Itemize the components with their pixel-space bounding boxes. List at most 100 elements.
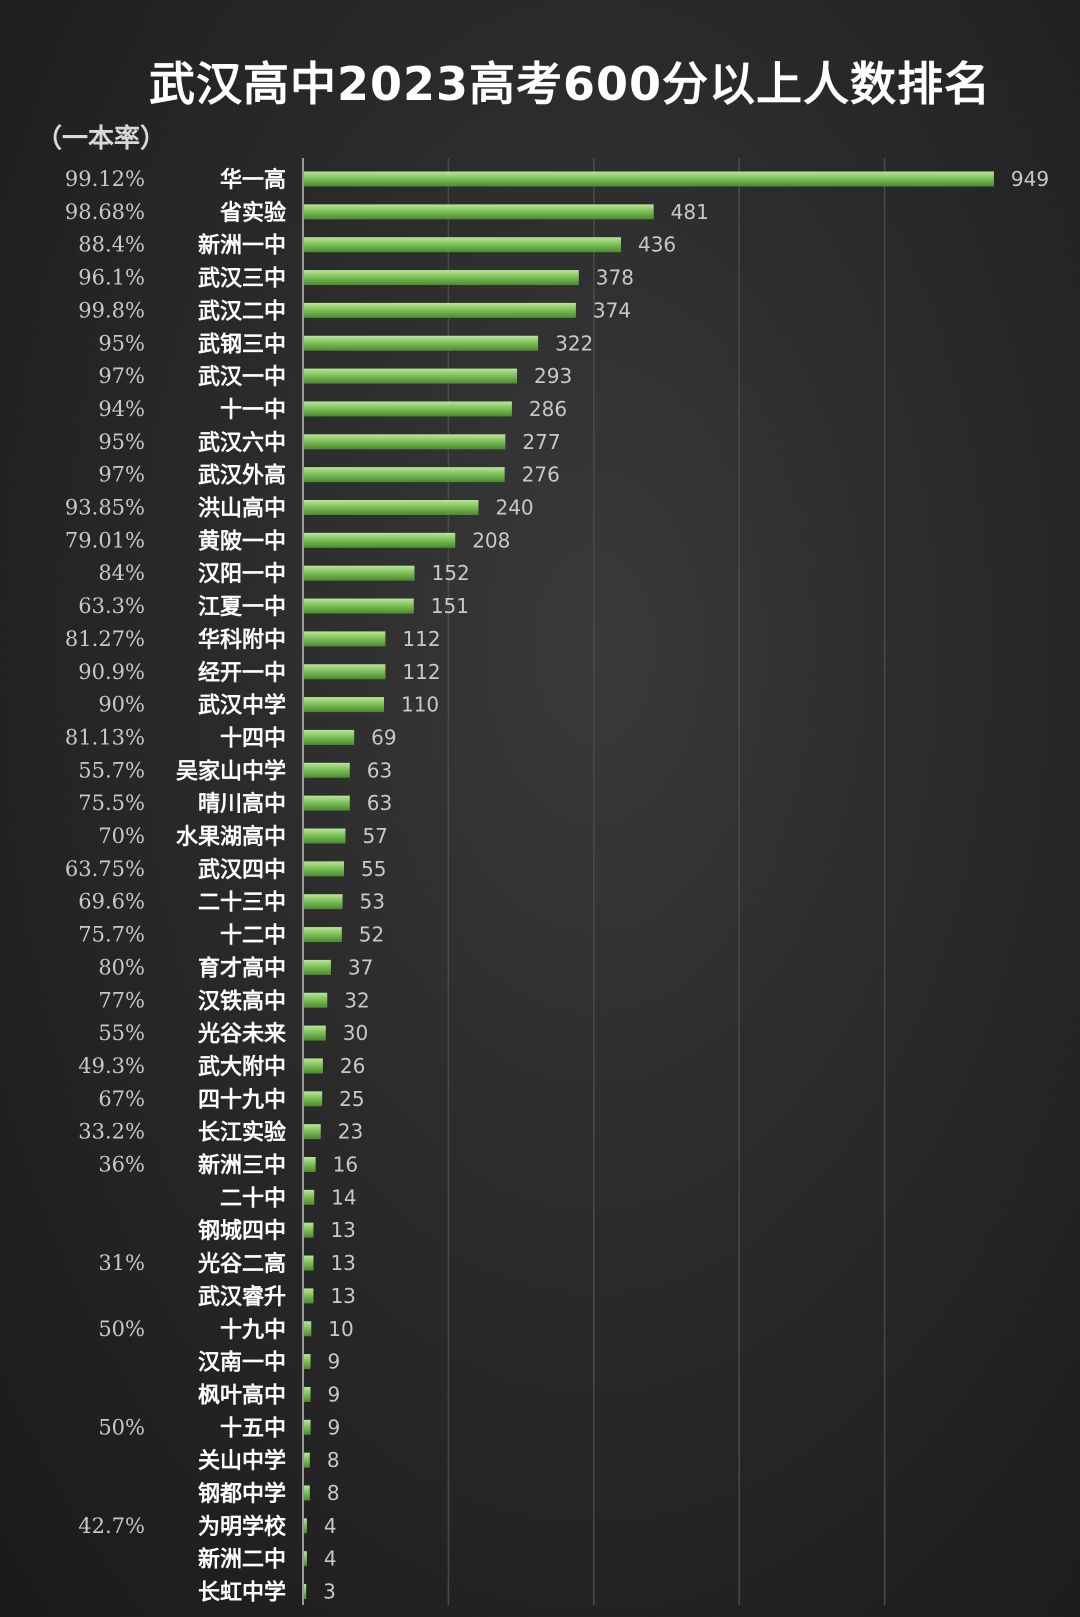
rate-label: 97% bbox=[98, 364, 145, 388]
rate-label: 97% bbox=[98, 463, 145, 487]
category-label: 汉阳一中 bbox=[198, 562, 286, 587]
bar bbox=[304, 795, 350, 811]
bar bbox=[304, 1025, 326, 1041]
bar bbox=[304, 1518, 307, 1534]
category-label: 武大附中 bbox=[198, 1054, 286, 1080]
value-label: 4 bbox=[324, 1514, 337, 1538]
rate-label: 69.6% bbox=[78, 890, 145, 914]
value-label: 112 bbox=[402, 627, 440, 651]
value-label: 13 bbox=[330, 1284, 355, 1308]
bar bbox=[304, 401, 512, 417]
rate-label: 81.13% bbox=[65, 725, 145, 749]
bar bbox=[304, 992, 328, 1008]
value-label: 26 bbox=[340, 1054, 365, 1078]
bar bbox=[304, 1551, 307, 1567]
bar bbox=[304, 894, 343, 910]
value-label: 53 bbox=[360, 890, 385, 914]
value-label: 112 bbox=[402, 660, 440, 684]
rate-label: 49.3% bbox=[78, 1054, 145, 1078]
category-label: 十一中 bbox=[220, 398, 286, 423]
rate-label: 50% bbox=[98, 1317, 145, 1341]
rate-label: 80% bbox=[98, 955, 145, 979]
value-label: 57 bbox=[362, 824, 387, 848]
rate-label: 55% bbox=[98, 1021, 145, 1045]
bar bbox=[304, 1189, 315, 1205]
category-label: 钢城四中 bbox=[198, 1218, 286, 1244]
rate-label: 88.4% bbox=[78, 233, 145, 257]
bar bbox=[304, 1058, 323, 1074]
rate-label: 31% bbox=[98, 1251, 145, 1275]
bar bbox=[304, 434, 506, 450]
chart-title: 武汉高中2023高考600分以上人数排名 bbox=[148, 57, 992, 111]
value-label: 63 bbox=[367, 791, 392, 815]
category-label: 长虹中学 bbox=[198, 1580, 286, 1606]
value-label: 10 bbox=[328, 1317, 353, 1341]
bar bbox=[304, 532, 456, 548]
category-label: 二十三中 bbox=[198, 891, 286, 916]
category-label: 省实验 bbox=[219, 200, 286, 226]
value-label: 276 bbox=[522, 463, 560, 487]
rate-label: 96.1% bbox=[78, 266, 145, 290]
bar bbox=[304, 204, 654, 220]
bar bbox=[304, 1452, 310, 1468]
bar bbox=[304, 270, 579, 286]
value-label: 378 bbox=[596, 266, 634, 290]
value-label: 52 bbox=[359, 923, 384, 947]
category-label: 武汉睿升 bbox=[198, 1285, 286, 1310]
category-label: 武汉二中 bbox=[198, 299, 286, 324]
value-label: 152 bbox=[432, 561, 470, 585]
bar bbox=[304, 861, 344, 877]
value-label: 3 bbox=[323, 1580, 336, 1604]
value-label: 37 bbox=[348, 955, 373, 979]
category-label: 新洲一中 bbox=[198, 233, 286, 259]
value-label: 374 bbox=[593, 298, 631, 322]
category-label: 汉铁高中 bbox=[198, 988, 286, 1014]
bar bbox=[304, 598, 414, 614]
rate-label: 81.27% bbox=[65, 627, 145, 651]
rate-label: 79.01% bbox=[65, 528, 145, 552]
category-label: 为明学校 bbox=[198, 1514, 287, 1540]
bar bbox=[304, 500, 479, 515]
rate-label: 98.68% bbox=[65, 200, 145, 224]
value-label: 277 bbox=[522, 430, 560, 454]
value-label: 8 bbox=[327, 1448, 340, 1472]
rate-label: 63.75% bbox=[65, 857, 145, 881]
bar bbox=[304, 1386, 311, 1402]
rate-label: 50% bbox=[98, 1415, 145, 1439]
value-label: 293 bbox=[534, 364, 572, 388]
category-label: 黄陂一中 bbox=[198, 529, 286, 554]
value-label: 4 bbox=[324, 1547, 337, 1571]
category-label: 洪山高中 bbox=[198, 496, 286, 522]
bar bbox=[304, 959, 331, 975]
bar bbox=[304, 1157, 316, 1172]
rate-label: 75.5% bbox=[78, 791, 145, 815]
rate-label: 70% bbox=[98, 824, 145, 848]
value-label: 8 bbox=[327, 1481, 340, 1505]
bar bbox=[304, 335, 539, 351]
bar bbox=[304, 1124, 321, 1140]
category-label: 武汉三中 bbox=[198, 267, 286, 292]
rate-label: 36% bbox=[98, 1153, 145, 1177]
category-label: 武汉外高 bbox=[198, 463, 286, 489]
rate-label: 90% bbox=[98, 693, 145, 717]
category-label: 十五中 bbox=[220, 1416, 286, 1441]
category-label: 经开一中 bbox=[198, 660, 286, 686]
category-label: 长江实验 bbox=[198, 1120, 286, 1146]
rate-label: 84% bbox=[98, 561, 145, 585]
value-label: 322 bbox=[555, 331, 593, 355]
bar bbox=[304, 368, 518, 384]
gridlines bbox=[302, 158, 886, 1605]
bar bbox=[304, 729, 355, 745]
value-label: 949 bbox=[1011, 167, 1049, 191]
bar bbox=[304, 762, 350, 778]
bar bbox=[304, 1091, 323, 1107]
category-label: 十九中 bbox=[220, 1318, 286, 1343]
category-label: 水果湖高中 bbox=[176, 824, 286, 850]
value-label: 14 bbox=[331, 1185, 356, 1209]
bar bbox=[304, 467, 505, 483]
category-label: 光谷未来 bbox=[197, 1022, 287, 1047]
rate-label: 75.7% bbox=[78, 923, 145, 947]
bar bbox=[304, 631, 386, 647]
rate-label: 42.7% bbox=[78, 1514, 145, 1538]
